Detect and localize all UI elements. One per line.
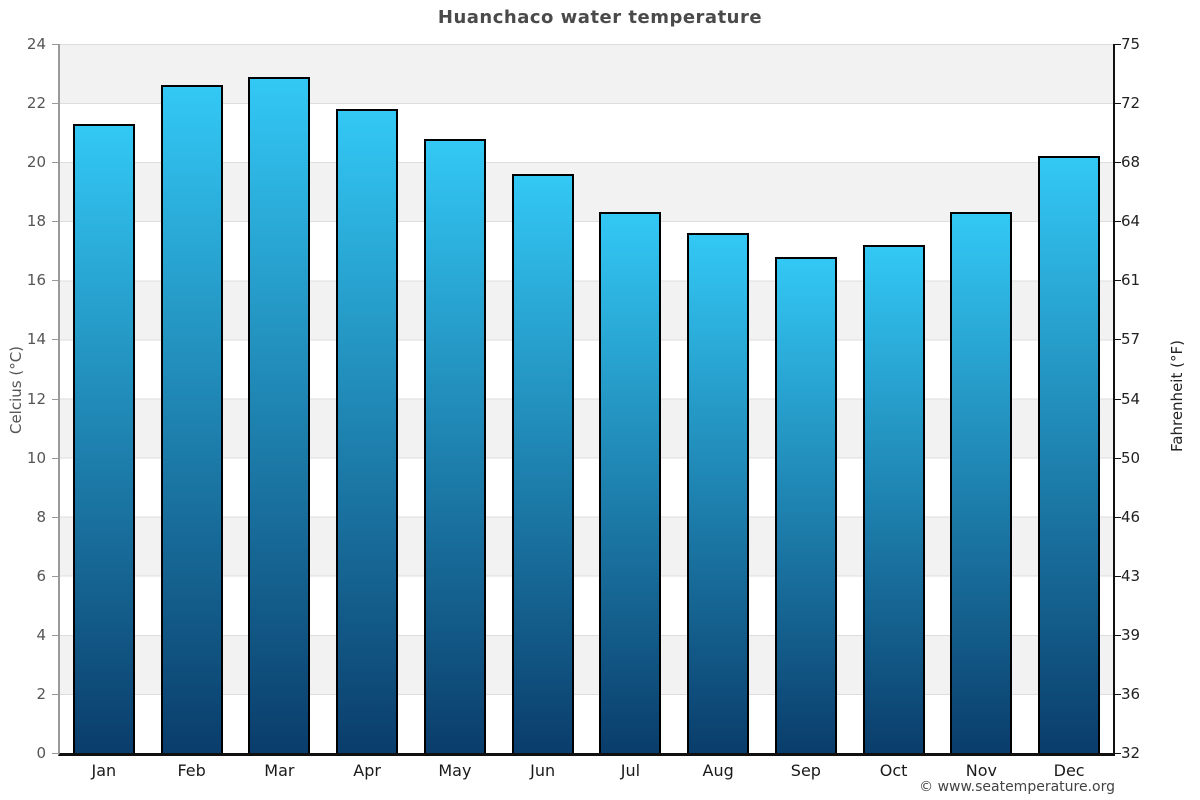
x-tick-label-feb: Feb xyxy=(177,761,206,780)
y-axis-title-fahrenheit: Fahrenheit (°F) xyxy=(1168,340,1186,452)
y-tick-mark-right xyxy=(1115,457,1121,459)
y-tick-label-celsius: 10 xyxy=(26,448,46,467)
y-tick-label-fahrenheit: 61 xyxy=(1121,271,1141,290)
x-tick-label-oct: Oct xyxy=(879,761,908,780)
y-tick-label-fahrenheit: 46 xyxy=(1121,507,1141,526)
y-tick-label-celsius: 6 xyxy=(36,566,46,585)
y-tick-mark-left xyxy=(52,693,58,695)
y-tick-mark-left xyxy=(52,44,58,45)
x-tick-label-sep: Sep xyxy=(790,761,821,780)
y-tick-label-fahrenheit: 57 xyxy=(1121,330,1141,349)
y-tick-label-celsius: 24 xyxy=(26,35,46,53)
y-tick-label-celsius: 22 xyxy=(26,94,46,113)
x-tick-label-jan: Jan xyxy=(91,761,117,780)
bar-jul xyxy=(599,212,662,753)
y-tick-mark-right xyxy=(1115,516,1121,518)
y-tick-mark-left xyxy=(52,457,58,459)
y-tick-mark-right xyxy=(1115,398,1121,400)
y-tick-mark-right xyxy=(1115,339,1121,341)
y-tick-mark-left xyxy=(52,103,58,105)
y-tick-mark-right xyxy=(1115,693,1121,695)
y-tick-label-celsius: 18 xyxy=(26,212,46,231)
y-tick-label-celsius: 4 xyxy=(36,625,46,644)
y-tick-mark-right xyxy=(1115,753,1121,754)
copyright-credit: © www.seatemperature.org xyxy=(919,779,1115,795)
y-tick-label-fahrenheit: 43 xyxy=(1121,566,1141,585)
y-tick-label-celsius: 14 xyxy=(26,330,46,349)
x-tick-label-may: May xyxy=(438,761,472,780)
y-tick-mark-left xyxy=(52,339,58,341)
y-tick-label-fahrenheit: 75 xyxy=(1121,35,1141,53)
x-tick-label-nov: Nov xyxy=(965,761,997,780)
x-tick-label-apr: Apr xyxy=(353,761,381,780)
y-tick-mark-left xyxy=(52,162,58,164)
y-tick-mark-right xyxy=(1115,634,1121,636)
y-tick-mark-left xyxy=(52,280,58,282)
plot-area xyxy=(58,44,1115,756)
y-tick-label-celsius: 12 xyxy=(26,389,46,408)
y-tick-label-celsius: 0 xyxy=(36,744,46,762)
y-tick-label-celsius: 2 xyxy=(36,684,46,703)
y-tick-label-fahrenheit: 54 xyxy=(1121,389,1141,408)
y-tick-mark-right xyxy=(1115,575,1121,577)
y-tick-mark-left xyxy=(52,575,58,577)
x-tick-label-jul: Jul xyxy=(620,761,641,780)
y-tick-mark-right xyxy=(1115,103,1121,105)
x-tick-label-jun: Jun xyxy=(530,761,556,780)
y-tick-mark-left xyxy=(52,398,58,400)
bar-feb xyxy=(160,85,223,753)
y-tick-label-fahrenheit: 68 xyxy=(1121,153,1141,172)
x-tick-label-mar: Mar xyxy=(264,761,295,780)
bar-apr xyxy=(336,109,399,753)
y-tick-label-fahrenheit: 64 xyxy=(1121,212,1141,231)
y-tick-mark-left xyxy=(52,516,58,518)
y-tick-mark-left xyxy=(52,634,58,636)
y-tick-mark-right xyxy=(1115,162,1121,164)
x-tick-label-dec: Dec xyxy=(1053,761,1085,780)
y-tick-label-fahrenheit: 72 xyxy=(1121,94,1141,113)
y-tick-mark-right xyxy=(1115,44,1121,45)
y-tick-label-fahrenheit: 50 xyxy=(1121,448,1141,467)
y-tick-mark-right xyxy=(1115,280,1121,282)
y-tick-label-fahrenheit: 39 xyxy=(1121,625,1141,644)
y-tick-label-celsius: 20 xyxy=(26,153,46,172)
bar-sep xyxy=(774,256,837,753)
bar-jun xyxy=(511,173,574,753)
chart-title: Huanchaco water temperature xyxy=(437,7,763,28)
x-tick-label-aug: Aug xyxy=(702,761,734,780)
bar-oct xyxy=(862,244,925,753)
y-tick-label-celsius: 16 xyxy=(26,271,46,290)
bar-dec xyxy=(1038,156,1101,753)
y-tick-label-celsius: 8 xyxy=(36,507,46,526)
y-tick-mark-left xyxy=(52,753,58,754)
bar-nov xyxy=(950,212,1013,753)
bar-aug xyxy=(687,233,750,753)
y-tick-label-fahrenheit: 36 xyxy=(1121,684,1141,703)
y-tick-mark-right xyxy=(1115,221,1121,223)
bar-jan xyxy=(72,123,135,753)
y-axis-title-celsius: Celcius (°C) xyxy=(7,345,25,435)
bar-mar xyxy=(248,76,311,753)
y-tick-label-fahrenheit: 32 xyxy=(1121,744,1141,762)
bar-may xyxy=(423,138,486,753)
y-tick-mark-left xyxy=(52,221,58,223)
